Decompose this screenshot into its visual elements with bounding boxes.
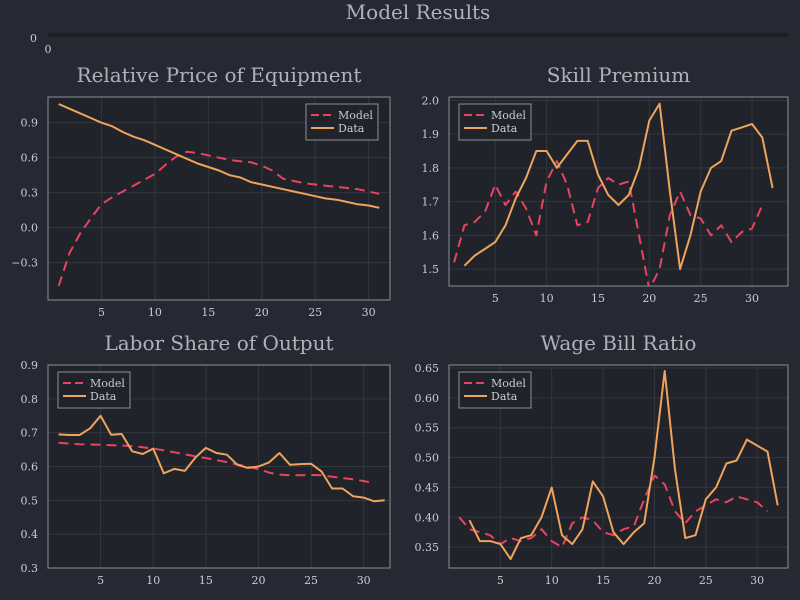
y-tick-label: 0.9	[21, 359, 39, 372]
legend-box	[57, 371, 131, 409]
x-tick-label: 20	[251, 574, 265, 587]
legend-label-model: Model	[491, 377, 526, 390]
panel-skill-premium: Skill Premium 5 10 15 20 25 30 1.5 1.6 1.7 1.8 1.9 2…	[422, 63, 789, 305]
x-tick-label: 30	[362, 306, 376, 319]
x-tick-label: 5	[97, 574, 104, 587]
y-tick-label: 0.6	[21, 461, 39, 474]
legend-box	[458, 371, 532, 409]
y-tick-label: 1.5	[422, 263, 440, 276]
panel-title: Relative Price of Equipment	[77, 63, 362, 87]
legend-label-data: Data	[491, 390, 518, 403]
y-tick-label: 0.65	[415, 362, 440, 375]
panel-title: Skill Premium	[547, 63, 690, 87]
y-tick-label: 0.0	[21, 222, 39, 235]
x-tick-label: 15	[201, 306, 215, 319]
x-tick-label: 25	[304, 574, 318, 587]
y-tick-label: 1.8	[422, 162, 440, 175]
x-tick-label: 30	[357, 574, 371, 587]
x-tick-label: 10	[146, 574, 160, 587]
axes-frame	[448, 96, 789, 287]
panel-relative-price-of-equipment: Relative Price of Equipment 5 10 15 20 25 30 −0…	[11, 63, 391, 319]
legend-box	[305, 103, 379, 141]
x-tick-label: 30	[750, 574, 764, 587]
legend-box	[458, 103, 532, 141]
x-tick-label: 10	[148, 306, 162, 319]
legend-label-model: Model	[90, 377, 125, 390]
top-axis-xtick: 0	[45, 43, 52, 56]
series-line-data	[58, 414, 385, 503]
series-line-model	[57, 150, 380, 287]
panel-labor-share-of-output: Labor Share of Output 5 10 15 20 25 30 0.3 0.4 0.…	[21, 331, 391, 587]
x-tick-label: 5	[492, 292, 499, 305]
panel-wage-bill-ratio: Wage Bill Ratio 5 10 15 20 25 30 0.35 0.40 0.45 0.…	[415, 331, 789, 587]
x-tick-label: 15	[199, 574, 213, 587]
y-tick-label: 0.3	[21, 187, 39, 200]
y-tick-label: 1.7	[422, 196, 440, 209]
x-tick-label: 10	[545, 574, 559, 587]
top-axis-ytick: 0	[30, 32, 37, 45]
x-tick-label: 20	[647, 574, 661, 587]
y-tick-label: 0.45	[415, 481, 440, 494]
y-tick-label: 0.8	[21, 393, 39, 406]
y-tick-label: 0.35	[415, 541, 440, 554]
y-tick-label: 0.7	[21, 427, 39, 440]
x-tick-label: 20	[642, 292, 656, 305]
y-tick-label: −0.3	[11, 257, 38, 270]
y-tick-label: 1.6	[422, 229, 440, 242]
y-tick-label: 0.3	[21, 562, 39, 575]
figure-title: Model Results	[346, 0, 491, 24]
y-tick-label: 0.5	[21, 494, 39, 507]
x-tick-label: 25	[694, 292, 708, 305]
legend-label-data: Data	[90, 390, 117, 403]
y-tick-label: 2.0	[422, 94, 440, 107]
y-tick-label: 0.9	[21, 117, 39, 130]
series-line-data	[463, 102, 774, 271]
legend-label-model: Model	[491, 109, 526, 122]
panel-title: Wage Bill Ratio	[541, 331, 697, 355]
y-tick-label: 1.9	[422, 128, 440, 141]
series-line-data	[468, 370, 779, 560]
y-tick-label: 0.4	[21, 528, 39, 541]
x-tick-label: 15	[596, 574, 610, 587]
y-tick-label: 0.55	[415, 422, 440, 435]
legend-label-data: Data	[338, 122, 365, 135]
panel-title: Labor Share of Output	[104, 331, 333, 355]
series-line-model	[58, 441, 375, 485]
axes-frame	[448, 364, 789, 569]
top-empty-axis	[48, 33, 788, 37]
x-tick-label: 25	[308, 306, 322, 319]
x-tick-label: 25	[699, 574, 713, 587]
x-tick-label: 10	[540, 292, 554, 305]
y-tick-label: 0.50	[415, 452, 440, 465]
axes-frame	[47, 364, 391, 569]
legend-label-data: Data	[491, 122, 518, 135]
series-line-model	[453, 160, 764, 286]
series-line-model	[458, 474, 769, 549]
x-tick-label: 5	[98, 306, 105, 319]
axes-frame	[47, 96, 391, 301]
y-tick-label: 0.40	[415, 511, 440, 524]
x-tick-label: 20	[255, 306, 269, 319]
x-tick-label: 30	[745, 292, 759, 305]
y-tick-label: 0.6	[21, 152, 39, 165]
legend-label-model: Model	[338, 109, 373, 122]
series-line-data	[58, 103, 380, 209]
x-tick-label: 5	[497, 574, 504, 587]
y-tick-label: 0.60	[415, 392, 440, 405]
x-tick-label: 15	[591, 292, 605, 305]
